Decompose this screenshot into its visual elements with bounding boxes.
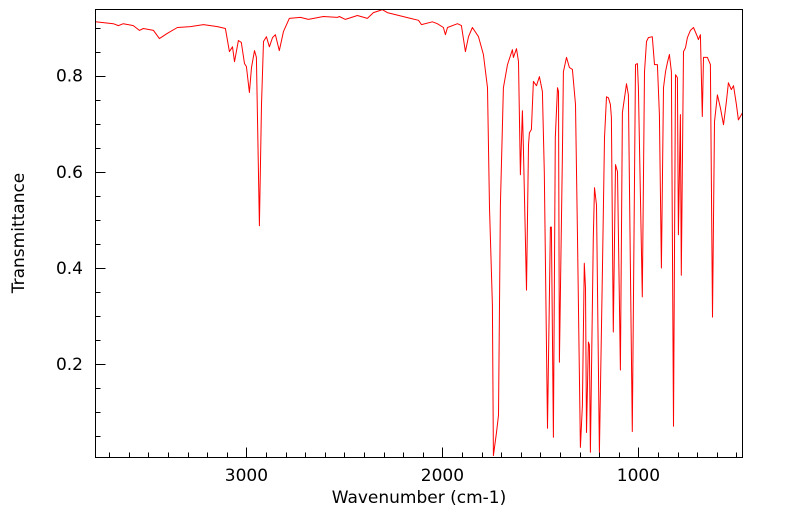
y-tick-label: 0.6 [56, 163, 83, 183]
y-tick-label: 0.8 [56, 67, 83, 87]
y-tick-labels: 0.2 0.4 0.6 0.8 [56, 67, 83, 376]
x-axis-title: Wavenumber (cm-1) [332, 488, 507, 508]
spectrum-line [95, 9, 743, 457]
x-tick-label: 2000 [421, 466, 464, 486]
x-tick-label: 3000 [225, 466, 268, 486]
y-tick-label: 0.4 [56, 259, 83, 279]
y-tick-label: 0.2 [56, 355, 83, 375]
y-axis-title: Transmittance [9, 173, 29, 295]
plot-frame [95, 9, 743, 458]
x-tick-label: 1000 [617, 466, 660, 486]
x-tick-labels: 3000 2000 1000 [225, 466, 660, 486]
axis-ticks [95, 28, 737, 458]
